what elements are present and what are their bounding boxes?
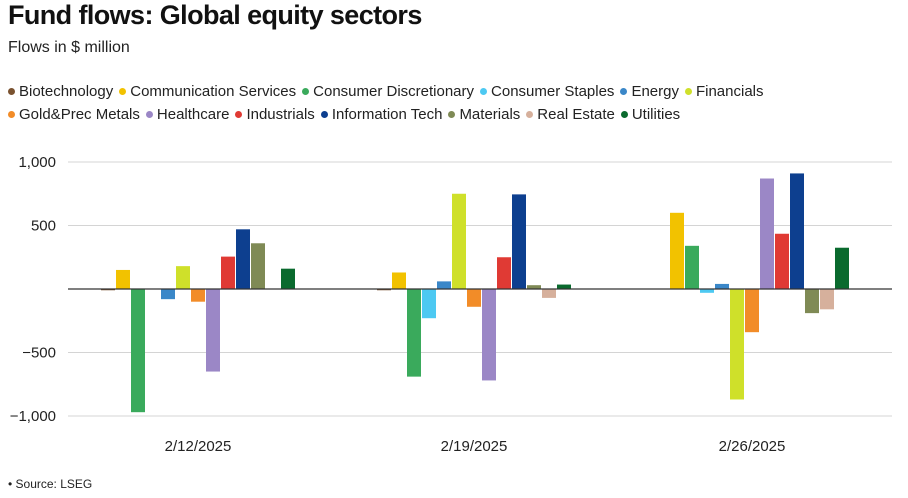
legend-item: Energy [620,82,679,101]
bar [206,289,220,372]
legend-label: Utilities [631,106,681,123]
bar [557,284,571,289]
source-note: • Source: LSEG [8,477,93,491]
legend-swatch [620,111,628,118]
y-tick-label: 500 [31,218,56,235]
legend-swatch [448,111,456,118]
legend-label: Information Tech [331,106,443,123]
bar [452,193,466,289]
x-tick-label: 2/26/2025 [719,438,786,455]
bar [221,256,235,289]
legend-label: Biotechnology [19,83,114,100]
legend-swatch [684,88,692,95]
legend-swatch [480,88,488,95]
bar [670,212,684,289]
y-axis-ticks: 1,000 500 −500 −1,000 [10,154,56,425]
chart-title: Fund flows: Global equity sectors [8,0,422,30]
legend-swatch [620,88,628,95]
bars [101,173,849,413]
legend-item: Materials [448,105,520,124]
bar [131,289,145,413]
legend-item: Utilities [620,105,681,124]
legend-swatch [119,88,127,95]
bar [790,173,804,289]
legend-label: Industrials [246,106,315,123]
bar [715,283,729,289]
bar [730,289,744,400]
legend-item: Real Estate [526,105,615,124]
x-axis-ticks: 2/12/2025 2/19/2025 2/26/2025 [165,438,786,455]
legend-item: Biotechnology [8,82,113,101]
bar [805,289,819,314]
legend-item: Consumer Staples [480,82,614,101]
bar [700,289,714,293]
legend-label: Real Estate [537,106,615,123]
bar [482,289,496,381]
x-tick-label: 2/12/2025 [165,438,232,455]
y-tick-label: 1,000 [18,154,56,171]
bar [191,289,205,302]
bar [101,289,115,291]
bar [281,268,295,289]
legend-swatch [145,111,153,118]
legend-label: Consumer Discretionary [313,83,475,100]
legend-item: Financials [684,82,764,101]
bar [176,266,190,289]
legend-swatch [320,111,328,118]
bar [775,233,789,289]
legend-item: Communication Services [119,82,296,101]
legend-label: Healthcare [156,106,230,123]
bar [392,272,406,289]
bar [512,194,526,289]
bar [377,289,391,291]
legend-swatch [8,111,15,118]
legend-swatch [8,88,15,95]
y-tick-label: −1,000 [10,408,56,425]
y-tick-label: −500 [22,345,56,362]
legend-label: Materials [459,106,521,123]
x-tick-label: 2/19/2025 [441,438,508,455]
bar [161,289,175,300]
bar [497,257,511,289]
legend-label: Consumer Staples [491,83,615,100]
legend-label: Communication Services [130,83,297,100]
bar [251,243,265,289]
bar [116,269,130,289]
bar [407,289,421,377]
bar [835,247,849,289]
bar [820,289,834,310]
bar [685,245,699,289]
legend-item: Consumer Discretionary [302,82,474,101]
chart-legend: Biotechnology Communication Services Consu… [8,82,888,124]
bar [467,289,481,307]
chart-subtitle: Flows in $ million [8,39,130,56]
legend-swatch [526,111,534,118]
legend-item: Industrials [235,105,315,124]
legend-row: Biotechnology Communication Services Consu… [8,82,888,124]
gridlines [68,161,892,417]
legend-swatch [302,88,310,95]
legend-item: Information Tech [320,105,443,124]
legend-label: Financials [695,83,764,100]
bar [422,289,436,319]
legend-item: Healthcare [145,105,230,124]
legend-item: Gold&Prec Metals [8,105,140,124]
bar [236,229,250,289]
legend-label: Gold&Prec Metals [19,106,140,123]
bar [542,289,556,298]
bar [745,289,759,333]
bar [527,285,541,289]
bar [437,281,451,289]
legend-label: Energy [631,83,679,100]
bar [760,178,774,289]
legend-swatch [235,111,243,118]
